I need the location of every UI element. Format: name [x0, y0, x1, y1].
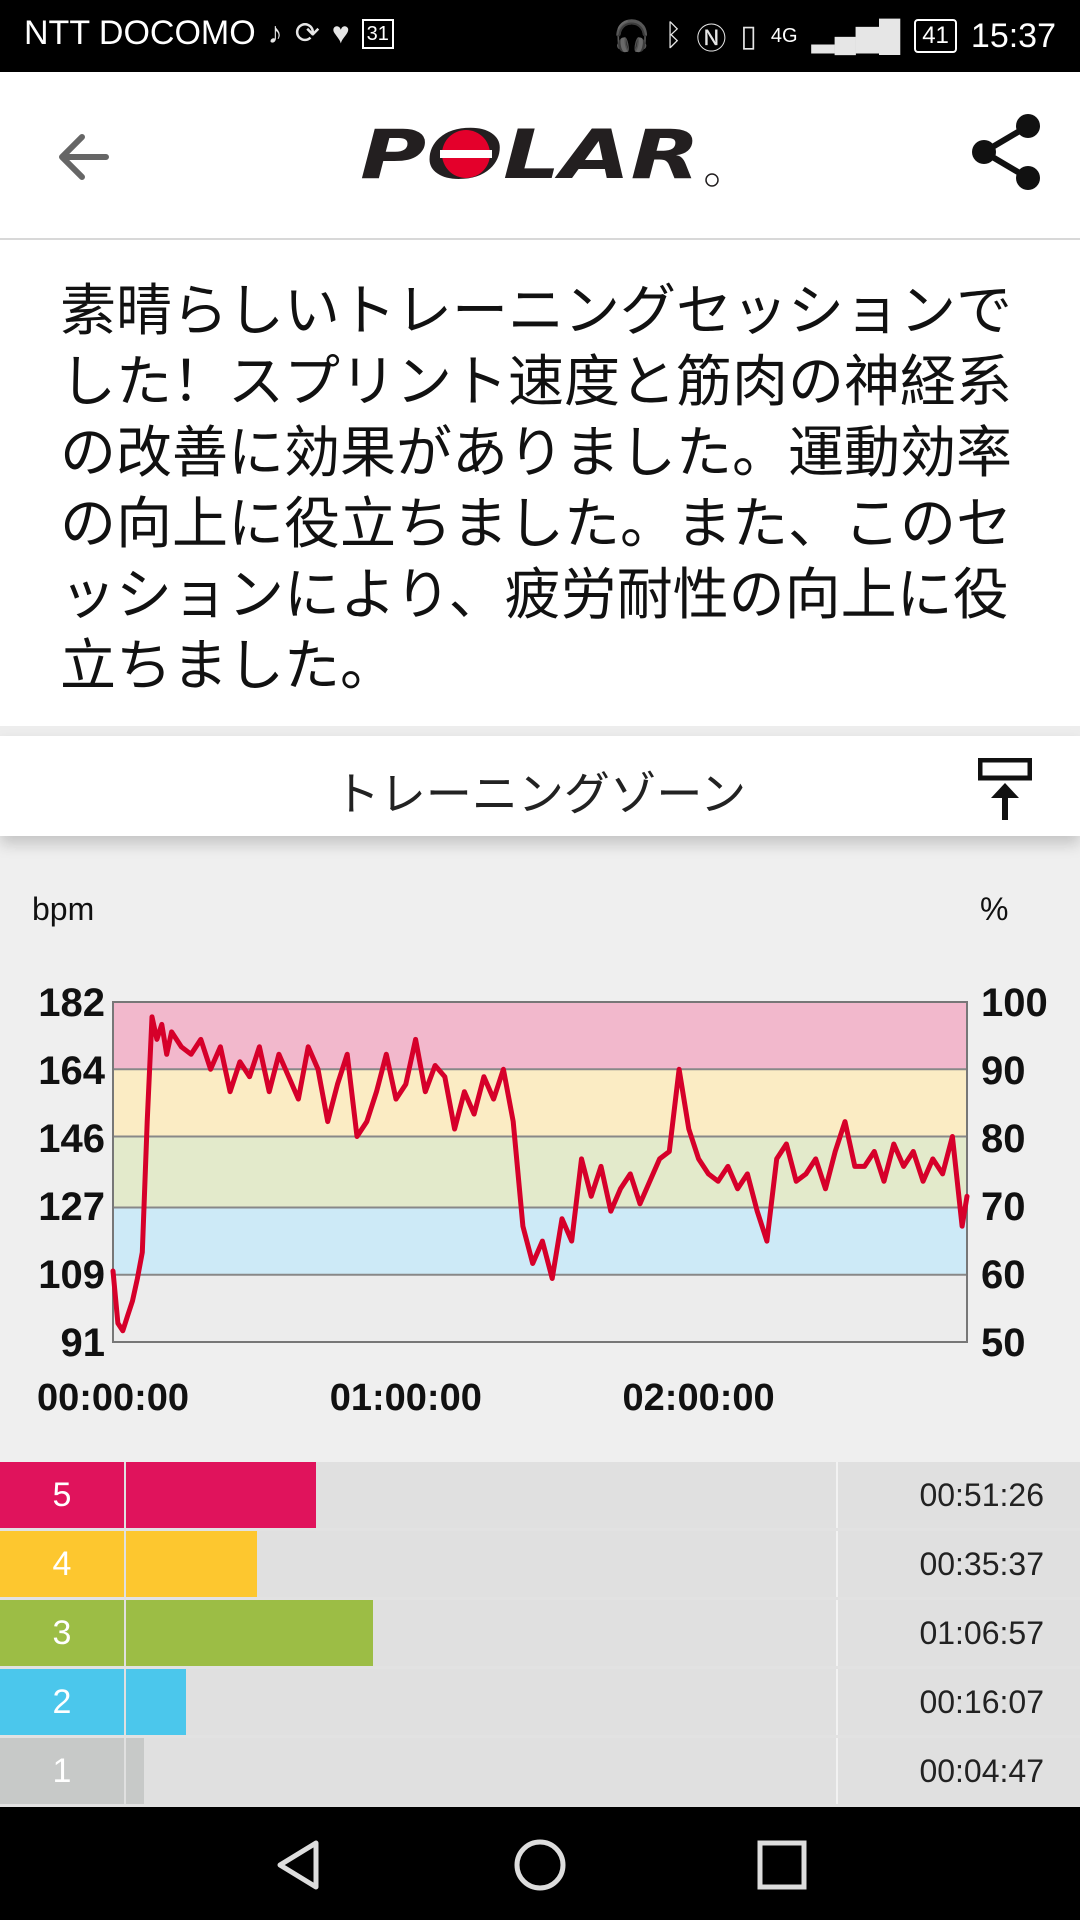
- y-tick-label: 164: [38, 1049, 105, 1093]
- zone-row-2: 2 00:16:07: [0, 1669, 1080, 1735]
- nav-home-icon[interactable]: [512, 1837, 568, 1893]
- zone-row-1: 1 00:04:47: [0, 1738, 1080, 1804]
- battery-icon: 41: [914, 19, 957, 53]
- polar-logo: POLAR: [360, 116, 719, 194]
- vibrate-icon: ▯: [740, 19, 757, 53]
- y-tick-label: 182: [38, 981, 105, 1025]
- calendar-icon: 31: [361, 18, 394, 49]
- y-tick-label: 146: [38, 1117, 105, 1161]
- zone-duration: 00:51:26: [919, 1477, 1044, 1513]
- headphones-icon: 🎧: [612, 19, 651, 53]
- y2-tick-label: 100: [981, 981, 1048, 1025]
- zone-row-4: 4 00:35:37: [0, 1531, 1080, 1597]
- clock: 15:37: [970, 16, 1056, 55]
- nav-back-icon[interactable]: [270, 1837, 326, 1893]
- heart-rate-line: [110, 1014, 970, 1334]
- heart-rate-chart: bpm % 182 164 146 127 109 91 100 90 80 70 60 50 00…: [0, 836, 1080, 1462]
- zone-bar-fill: [126, 1738, 144, 1804]
- zone-number: 4: [0, 1531, 124, 1597]
- zone-number: 1: [0, 1738, 124, 1804]
- y2-tick-label: 80: [981, 1117, 1026, 1161]
- training-feedback-text: 素晴らしいトレーニングセッションでした！スプリント速度と筋肉の神経系の改善に効果…: [60, 279, 1012, 699]
- status-bar: NTT DOCOMO ♪ ⟳ ♥ 31 🎧 ᛒ Ⓝ ▯ 4G ▂▄▆█ 41 1…: [0, 0, 1080, 72]
- zone-bar-fill: [126, 1462, 316, 1528]
- zone-divider: [836, 1531, 838, 1597]
- y2-axis-label: %: [980, 891, 1008, 927]
- x-tick-label: 01:00:00: [330, 1377, 482, 1419]
- zone-divider: [836, 1669, 838, 1735]
- signal-icon: ▂▄▆█: [811, 19, 901, 53]
- bluetooth-icon: ᛒ: [664, 19, 683, 52]
- zone-divider: [836, 1600, 838, 1666]
- sync-icon: ⟳: [294, 17, 320, 50]
- heart-rate-icon: ♥: [331, 16, 350, 50]
- nfc-icon: Ⓝ: [696, 23, 727, 56]
- y-tick-label: 109: [38, 1253, 105, 1297]
- zone-divider: [836, 1738, 838, 1804]
- section-title: トレーニングゾーン: [333, 767, 747, 821]
- y-tick-label: 91: [61, 1321, 106, 1365]
- navigation-bar: [0, 1807, 1080, 1920]
- zone-row-5: 5 00:51:26: [0, 1462, 1080, 1528]
- logo-text: POLAR: [360, 116, 700, 194]
- training-zones-header: トレーニングゾーン: [0, 736, 1080, 836]
- chart-svg: bpm % 182 164 146 127 109 91 100 90 80 70 60 50 00…: [32, 891, 1048, 1419]
- export-icon[interactable]: [978, 758, 1032, 822]
- share-icon[interactable]: [966, 112, 1046, 192]
- zone-band-4: [113, 1069, 967, 1137]
- y2-tick-label: 70: [981, 1185, 1026, 1229]
- zone-duration: 00:35:37: [919, 1546, 1044, 1582]
- zone-divider: [836, 1462, 838, 1528]
- x-tick-label: 02:00:00: [623, 1377, 775, 1419]
- zone-duration: 00:16:07: [919, 1684, 1044, 1720]
- back-arrow-icon[interactable]: [50, 122, 120, 192]
- y2-tick-label: 90: [981, 1049, 1026, 1093]
- zone-bar-fill: [126, 1600, 373, 1666]
- y2-tick-label: 50: [981, 1321, 1026, 1365]
- carrier-label: NTT DOCOMO: [24, 14, 256, 52]
- y2-tick-label: 60: [981, 1253, 1026, 1297]
- status-right: 🎧 ᛒ Ⓝ ▯ 4G ▂▄▆█ 41 15:37: [613, 14, 1056, 58]
- zone-bar-fill: [126, 1669, 186, 1735]
- zone-number: 2: [0, 1669, 124, 1735]
- section-gap: [0, 726, 1080, 736]
- zone-row-3: 3 01:06:57: [0, 1600, 1080, 1666]
- zone-duration: 00:04:47: [919, 1753, 1044, 1789]
- x-tick-label: 00:00:00: [37, 1377, 189, 1419]
- zone-duration: 01:06:57: [919, 1615, 1044, 1651]
- zone-band-3: [113, 1136, 967, 1208]
- zone-bar-fill: [126, 1531, 257, 1597]
- zone-number: 5: [0, 1462, 124, 1528]
- plot-border: [112, 1001, 968, 1343]
- y-tick-label: 127: [38, 1185, 105, 1229]
- zone-number: 3: [0, 1600, 124, 1666]
- zone-band-5: [113, 1002, 967, 1070]
- app-bar: POLAR: [0, 72, 1080, 240]
- y-axis-label: bpm: [32, 891, 94, 927]
- music-icon: ♪: [267, 16, 283, 50]
- status-left: NTT DOCOMO ♪ ⟳ ♥ 31: [24, 14, 394, 53]
- nav-recents-icon[interactable]: [754, 1837, 810, 1893]
- zone-time-bars: 5 00:51:26 4 00:35:37 3 01:06:57 2 00:16:07 1 00:…: [0, 1462, 1080, 1807]
- network-type: 4G: [770, 24, 798, 47]
- zone-band-1: [113, 1274, 967, 1342]
